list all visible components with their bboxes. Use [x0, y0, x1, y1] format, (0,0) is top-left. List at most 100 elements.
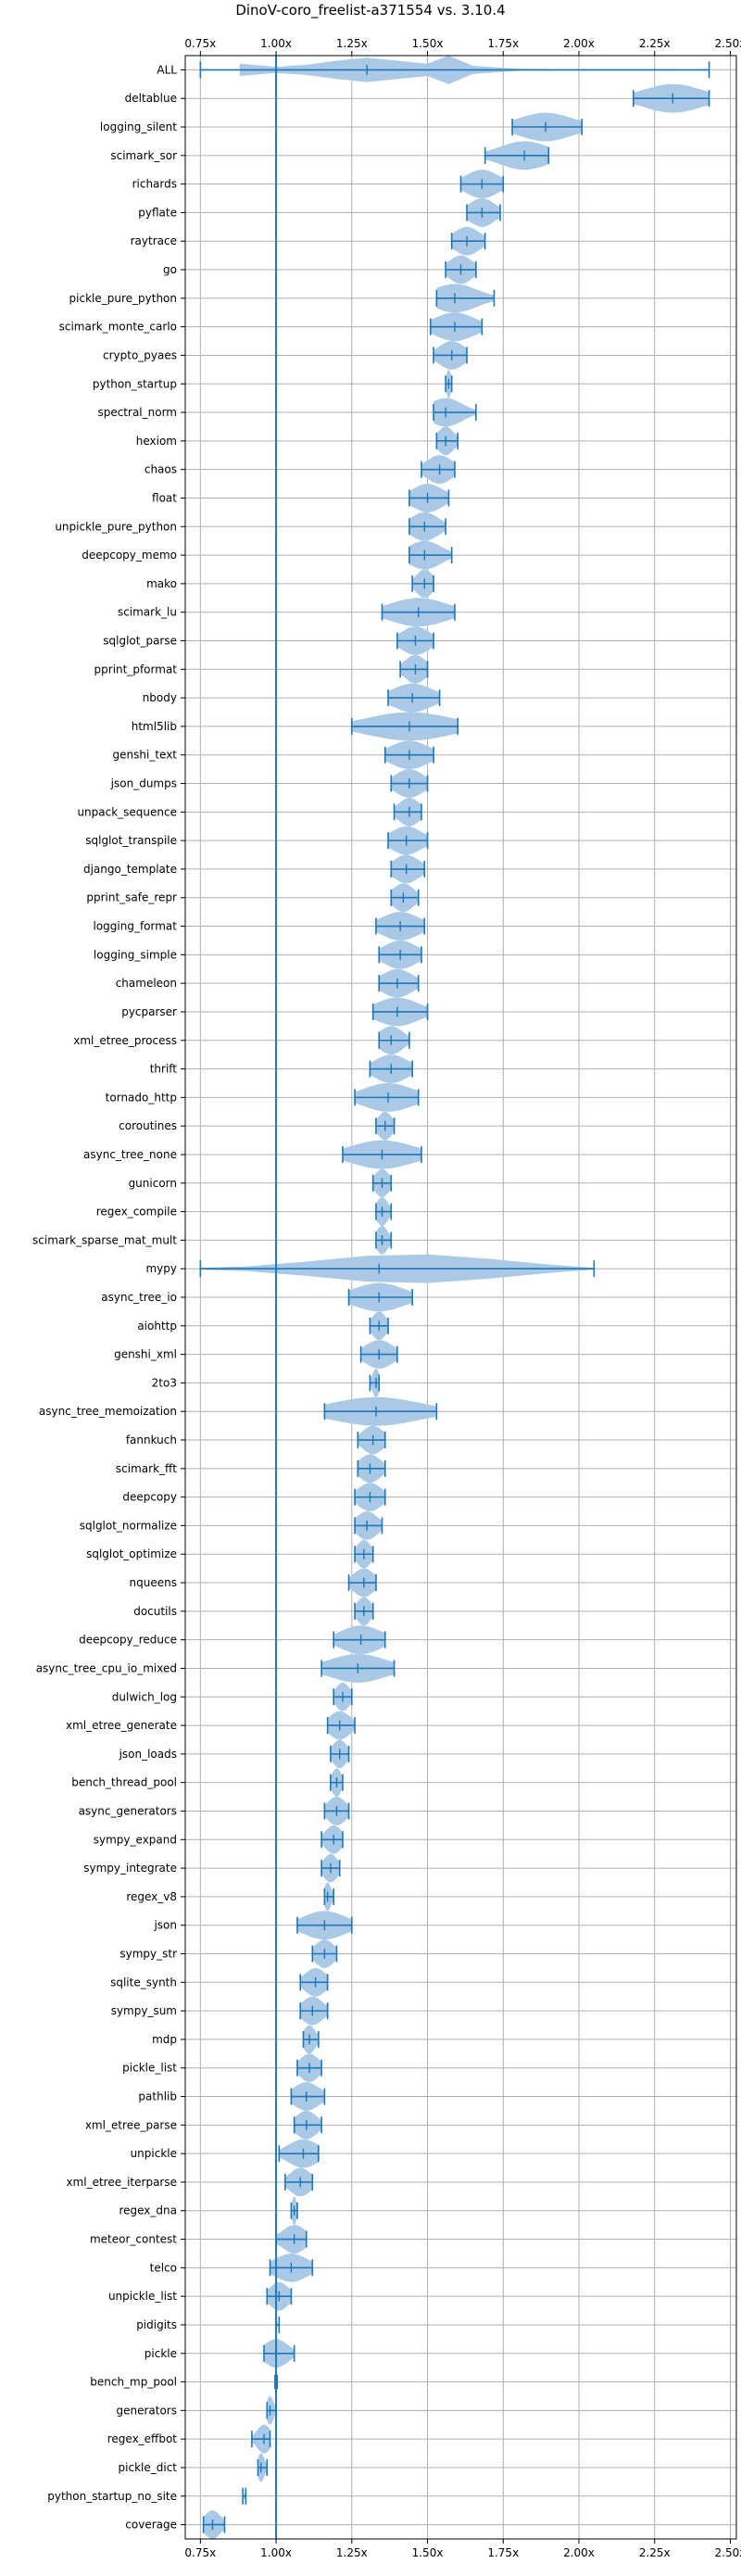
violin-group — [342, 1140, 422, 1169]
category-label: sympy_sum — [111, 2004, 177, 2017]
violin-group — [269, 2254, 314, 2282]
violin-group — [257, 2453, 269, 2482]
violin-group — [371, 1168, 393, 1198]
category-label: float — [152, 491, 177, 504]
violin-group — [375, 1197, 393, 1226]
category-label: pickle_pure_python — [69, 292, 177, 305]
violin-group — [330, 1768, 344, 1798]
category-label: coroutines — [119, 1119, 177, 1132]
violin-group — [378, 1026, 410, 1055]
x-tick-label-top: 1.00x — [260, 37, 292, 50]
label-layer: 0.75x 0.75x 1.00x 1.00x 1.25x 1.25x 1.50x 1.50x… — [32, 37, 741, 2559]
violin-group — [408, 511, 446, 541]
violin-group — [375, 1226, 393, 1255]
category-label: gunicorn — [129, 1177, 177, 1190]
violin-group — [299, 1967, 329, 1997]
violin-group — [354, 1597, 374, 1626]
category-label: pickle_dict — [119, 2461, 178, 2474]
category-label: spectral_norm — [97, 406, 177, 419]
violin-group — [435, 284, 496, 313]
violin-group — [290, 2082, 326, 2111]
category-label: scimark_sparse_mat_mult — [32, 1233, 177, 1246]
category-label: async_tree_memoization — [39, 1405, 177, 1418]
violin-group — [369, 1054, 413, 1083]
category-label: genshi_xml — [114, 1348, 177, 1361]
category-label: scimark_sor — [110, 149, 177, 162]
category-label: pathlib — [138, 2090, 177, 2103]
x-tick-label-top: 1.75x — [487, 37, 519, 50]
violin-group — [311, 1939, 338, 1968]
category-label: unpack_sequence — [77, 805, 177, 818]
x-tick-label-top: 2.00x — [563, 37, 595, 50]
category-label: logging_format — [93, 920, 177, 933]
category-label: xml_etree_iterparse — [66, 2176, 177, 2189]
x-tick-label-bottom: 2.00x — [563, 2546, 595, 2559]
violin-group — [378, 968, 420, 998]
category-label: aiohttp — [137, 1320, 177, 1332]
violin-group — [296, 1911, 353, 1940]
violin-group — [466, 198, 501, 227]
x-tick-label-bottom: 0.75x — [184, 2546, 216, 2559]
violin-layer — [199, 56, 710, 2539]
category-label: pidigits — [136, 2318, 177, 2331]
category-label: nqueens — [130, 1576, 177, 1589]
category-label: bench_mp_pool — [90, 2376, 177, 2389]
violin-group — [396, 626, 434, 655]
category-label: regex_v8 — [126, 1890, 177, 1903]
violin-group — [433, 398, 477, 427]
violin-group — [347, 1568, 377, 1597]
category-label: thrift — [150, 1063, 178, 1076]
category-label: logging_silent — [100, 120, 177, 133]
category-label: docutils — [133, 1605, 177, 1618]
violin-group — [369, 1369, 381, 1397]
category-label: chameleon — [116, 977, 177, 990]
violin-group — [445, 255, 477, 284]
violin-group — [390, 883, 420, 913]
x-tick-label-top: 0.75x — [184, 37, 216, 50]
violin-group — [411, 569, 434, 599]
category-label: tornado_http — [106, 1091, 177, 1104]
grid-layer — [181, 51, 736, 2544]
category-label: unpickle_list — [108, 2290, 177, 2303]
violin-group — [323, 1396, 438, 1426]
category-label: pprint_safe_repr — [86, 891, 177, 904]
category-label: sqlglot_optimize — [86, 1547, 177, 1560]
category-label: deepcopy_reduce — [79, 1634, 177, 1647]
category-label: deepcopy — [122, 1491, 177, 1504]
category-label: xml_etree_generate — [66, 1719, 177, 1732]
category-label: pycparser — [121, 1005, 177, 1018]
violin-group — [445, 369, 453, 398]
category-label: sympy_integrate — [83, 1862, 177, 1875]
violin-group — [371, 997, 429, 1027]
category-label: pickle — [144, 2347, 177, 2360]
category-label: sqlglot_parse — [103, 634, 177, 647]
x-tick-label-bottom: 1.50x — [412, 2546, 444, 2559]
violin-group — [323, 1882, 334, 1912]
violin-group — [354, 1539, 374, 1569]
category-label: regex_compile — [96, 1206, 177, 1219]
category-label: sympy_str — [119, 1948, 177, 1961]
category-label: mdp — [152, 2033, 177, 2046]
category-label: async_tree_io — [101, 1291, 177, 1304]
category-label: sqlglot_transpile — [85, 834, 177, 847]
category-label: chaos — [144, 463, 177, 476]
violin-group — [293, 2110, 322, 2140]
violin-group — [290, 2196, 298, 2226]
category-label: deltablue — [125, 92, 177, 105]
category-label: deepcopy_memo — [82, 549, 177, 562]
violin-group — [381, 598, 456, 627]
violin-group — [278, 2139, 320, 2168]
violin-group — [330, 1739, 350, 1769]
x-tick-label-bottom: 1.25x — [336, 2546, 368, 2559]
category-label: bench_thread_pool — [71, 1776, 177, 1789]
category-label: crypto_pyaes — [103, 348, 177, 361]
violin-group — [323, 1797, 350, 1825]
category-label: python_startup — [93, 377, 177, 390]
violin-group — [266, 2396, 277, 2425]
category-label: fannkuch — [126, 1433, 177, 1446]
violin-group — [393, 797, 422, 827]
x-tick-label-top: 2.50x — [715, 37, 741, 50]
category-label: regex_dna — [119, 2204, 177, 2217]
category-label: html5lib — [132, 720, 177, 733]
